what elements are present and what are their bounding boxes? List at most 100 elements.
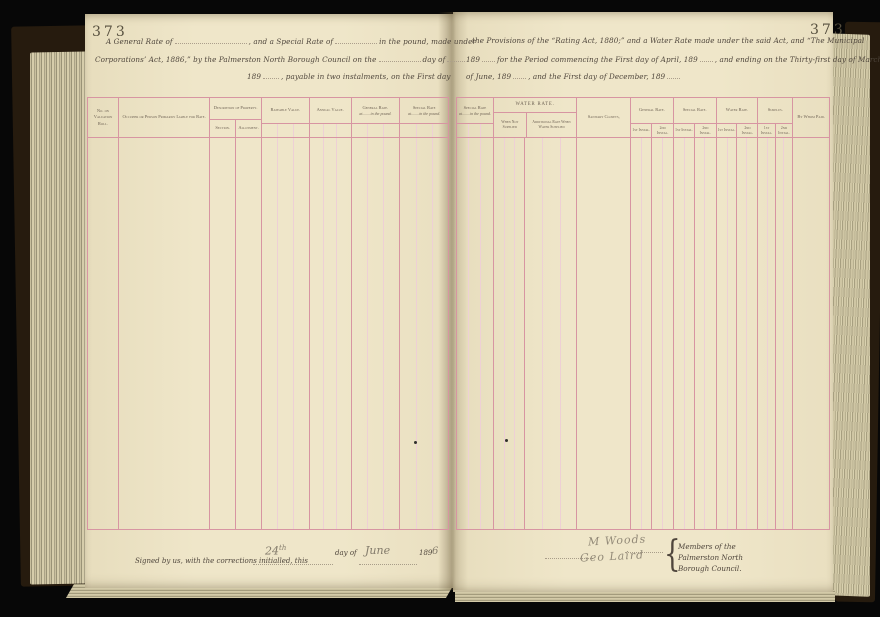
year-printed: 189 <box>419 549 433 557</box>
ink-speck <box>414 441 417 444</box>
description-subheader: Section. Allotment. <box>210 119 262 137</box>
money-subcells <box>310 124 351 137</box>
handwritten-month: June <box>365 544 391 557</box>
col-header-general-rate-paid: General Rate. <box>639 107 665 113</box>
col-header-special-rate-paid: Special Rate. <box>682 107 707 113</box>
left-page-number: 373 <box>92 24 128 40</box>
rate-sublabel: at........in the pound. <box>359 110 392 116</box>
signature-leader-line <box>625 546 663 553</box>
day-suffix: th <box>279 544 287 552</box>
money-subheader <box>262 123 309 137</box>
col-header-water-not-supplied: When Not Supplied <box>501 120 519 129</box>
col-header-1st-instal: 1st Instal. <box>717 128 736 133</box>
caption-brace: { <box>664 534 681 576</box>
left-table-body <box>88 138 448 529</box>
blank-line <box>335 36 378 44</box>
signature-leader-line <box>545 552 593 559</box>
col-header-section: Section. <box>215 125 231 131</box>
left-header-line3: 189 , payable in two instalments, on the … <box>247 71 451 81</box>
body-col-water-rate <box>492 138 577 529</box>
page-edges-left <box>30 51 87 585</box>
col-valuation-no: No. on Valuation Roll. <box>88 98 118 137</box>
col-header-water-rate-paid: Water Rate. <box>725 107 749 113</box>
blank-line <box>699 54 713 62</box>
instalment-subheader: 1st Instal. 2nd Instal. <box>631 123 673 137</box>
body-col-valuation-no <box>88 138 118 529</box>
blank-line <box>482 54 496 62</box>
money-subcells <box>352 124 400 137</box>
signed-statement: Signed by us, with the corrections initi… <box>135 557 308 565</box>
right-table-body <box>457 138 829 529</box>
col-general-rate-paid: General Rate. 1st Instal. 2nd Instal. <box>630 98 673 137</box>
left-table-header: No. on Valuation Roll. Occupier or Perso… <box>88 98 448 138</box>
body-col-description <box>209 138 262 529</box>
right-rate-table: Special Rate at........in the pound. WAT… <box>456 97 830 530</box>
body-col-special-rate <box>399 138 448 529</box>
left-header-line1: A General Rate of , and a Special Rate of… <box>106 36 476 46</box>
col-header-special-rate: Special Rate at........in the pound. <box>400 98 448 123</box>
right-header-line2: 189 for the Period commencing the First d… <box>466 54 880 64</box>
money-subheader <box>400 123 448 137</box>
header-text: 189 <box>466 55 481 64</box>
header-text: Corporations’ Act, 1886,” by the Palmers… <box>95 55 377 64</box>
body-col-special-rate-paid <box>672 138 716 529</box>
rate-label: Special Rate <box>412 104 436 110</box>
caption-line: Members of the <box>678 542 736 551</box>
right-table-header: Special Rate at........in the pound. WAT… <box>457 98 829 138</box>
handwritten-year-digit: 6 <box>432 546 439 557</box>
body-col-rateable-value <box>261 138 309 529</box>
col-header-surplus: Surplus. <box>767 107 783 113</box>
col-header-sanitary: Sanitary Closets, <box>587 114 620 120</box>
col-header-annual-value: Annual Value. <box>316 107 344 113</box>
body-col-water-rate-paid <box>715 138 758 529</box>
col-header-valuation-no: No. on Valuation Roll. <box>93 108 113 126</box>
col-header-general-rate: General Rate. at........in the pound. <box>352 98 400 123</box>
header-text: , and a Special Rate of <box>248 37 334 46</box>
ink-speck <box>505 439 508 442</box>
col-header-water-rate-group: WATER RATE. <box>515 101 555 107</box>
blank-line <box>174 36 247 44</box>
blank-line <box>253 558 333 565</box>
money-subheader <box>351 123 400 137</box>
col-by-whom-paid: By Whom Paid. <box>792 98 829 137</box>
rate-label: Special Rate <box>463 104 487 110</box>
col-general-rate: General Rate. at........in the pound. <box>350 98 400 137</box>
col-header-2nd-instal: 2nd Instal. <box>774 124 792 137</box>
header-text: in the pound, made under <box>379 37 476 46</box>
header-text: the Provisions of the “Rating Act, 1880;… <box>472 36 865 45</box>
instalment-subheader: 1st Instal. 2nd Instal. <box>716 123 758 137</box>
blank-line <box>378 54 421 62</box>
col-header-allotment: Allotment. <box>235 120 261 137</box>
col-occupier: Occupier or Person Primarily Liable for … <box>117 98 209 137</box>
col-header-special-rate-cont: Special Rate at........in the pound. <box>457 98 493 123</box>
col-sanitary: Sanitary Closets, <box>576 98 630 137</box>
col-header-1st-instal: 1st Instal. <box>760 125 773 135</box>
blank-line <box>667 71 681 79</box>
page-edges-bottom-right <box>455 590 835 602</box>
handwritten-day: 24th <box>265 544 286 558</box>
body-col-general-rate <box>350 138 400 529</box>
col-header-water-additional: Additional Rate When Water Supplied <box>525 113 577 137</box>
rate-label: General Rate. <box>362 104 389 110</box>
col-header-1st-instal: 1st Instal. <box>632 128 651 133</box>
body-col-sanitary <box>576 138 630 529</box>
header-text: for the Period commencing the First day … <box>497 55 698 64</box>
col-special-rate-paid: Special Rate. 1st Instal. 2nd Instal. <box>672 98 716 137</box>
left-rate-table: No. on Valuation Roll. Occupier or Perso… <box>87 97 449 530</box>
council-caption: Members of the Palmerston North Borough … <box>678 542 743 574</box>
rate-sublabel: at........in the pound. <box>458 110 491 116</box>
col-description: Description of Property. Section. Allotm… <box>209 98 262 137</box>
right-header-line3: of June, 189 , and the First day of Decem… <box>466 71 682 81</box>
instalment-subheader: 1st Instal. 2nd Instal. <box>673 123 716 137</box>
rate-sublabel: at........in the pound. <box>408 110 441 116</box>
right-page-number: 373 <box>810 22 846 38</box>
body-col-general-rate-paid <box>630 138 673 529</box>
left-footer: Signed by us, with the corrections initi… <box>135 544 438 567</box>
col-header-occupier: Occupier or Person Primarily Liable for … <box>122 114 206 120</box>
col-header-description: Description of Property. <box>213 105 258 111</box>
body-col-surplus <box>757 138 793 529</box>
col-header-rateable-value: Rateable Value. <box>270 107 301 113</box>
money-subcells <box>262 124 309 137</box>
col-header-2nd-instal: 2nd Instal. <box>651 124 672 137</box>
